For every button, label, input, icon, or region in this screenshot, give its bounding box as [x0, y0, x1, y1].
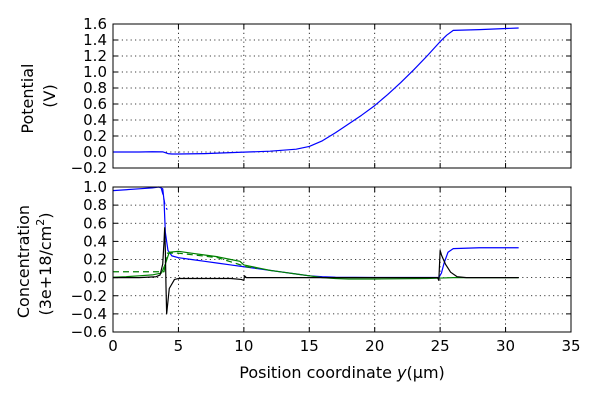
concentration-xlabel: Position coordinate y(μm) — [239, 363, 445, 382]
concentration-ytick-label: 0.0 — [83, 269, 107, 287]
potential-ytick-labels: −0.20.00.20.40.60.81.01.21.41.6 — [71, 15, 107, 177]
potential-ylabel-line1: Potential — [18, 64, 37, 134]
concentration-ylabel-line1: Concentration — [14, 205, 33, 318]
concentration-series-line-4 — [113, 252, 258, 273]
potential-ytick-label: −0.2 — [71, 159, 107, 177]
concentration-xtick-label: 25 — [431, 337, 450, 355]
xlabel-part-1: Position coordinate — [239, 363, 397, 382]
potential-ytick-label: 1.2 — [83, 47, 107, 65]
potential-ytick-label: 1.6 — [83, 15, 107, 33]
concentration-ytick-label: 0.2 — [83, 251, 107, 269]
potential-ytick-label: 0.6 — [83, 95, 107, 113]
concentration-xtick-label: 10 — [234, 337, 253, 355]
concentration-series-line-3 — [112, 250, 519, 280]
potential-ytick-label: 1.0 — [83, 63, 107, 81]
concentration-ylabel-close: ) — [36, 212, 55, 218]
concentration-grid — [113, 187, 571, 332]
concentration-xtick-label: 30 — [496, 337, 515, 355]
concentration-ytick-label: 1.0 — [83, 178, 107, 196]
potential-panel: −0.20.00.20.40.60.81.01.21.41.6 Potentia… — [18, 15, 572, 177]
potential-series — [113, 27, 519, 155]
concentration-ylabel: Concentration (3e+18/cm2) — [14, 200, 55, 318]
concentration-series-line-5 — [113, 227, 519, 315]
potential-ticks — [112, 23, 572, 169]
concentration-ytick-label: 0.6 — [83, 214, 107, 232]
concentration-ytick-label: −0.2 — [71, 287, 107, 305]
concentration-series-line-1 — [112, 186, 519, 279]
concentration-ylabel-superscript: 2 — [34, 219, 47, 226]
potential-ytick-label: 0.4 — [83, 111, 107, 129]
potential-ytick-label: 0.0 — [83, 143, 107, 161]
concentration-ytick-label: 0.8 — [83, 196, 107, 214]
concentration-panel: −0.6−0.4−0.20.00.20.40.60.81.0 0 5 10 15 20 2… — [14, 178, 581, 382]
potential-ytick-label: 0.2 — [83, 127, 107, 145]
concentration-ylabel-line2: (3e+18/cm — [36, 226, 55, 316]
concentration-xtick-label: 35 — [561, 337, 580, 355]
concentration-series — [112, 186, 519, 315]
potential-ylabel-line2: (V) — [40, 84, 59, 107]
concentration-ytick-label: 0.4 — [83, 232, 107, 250]
concentration-xtick-label: 5 — [174, 337, 184, 355]
xlabel-part-3: (μm) — [407, 363, 445, 382]
potential-ylabel: Potential (V) — [18, 58, 59, 133]
potential-ytick-label: 0.8 — [83, 79, 107, 97]
concentration-axes-frame — [112, 186, 572, 333]
concentration-series-line-2 — [160, 188, 168, 211]
concentration-ytick-label: −0.6 — [71, 323, 107, 341]
xlabel-part-2: y — [396, 363, 407, 382]
potential-ytick-label: 1.4 — [83, 31, 107, 49]
concentration-ytick-label: −0.4 — [71, 305, 107, 323]
potential-series-line-1 — [113, 27, 519, 155]
potential-axes-frame — [112, 23, 572, 169]
potential-grid — [113, 24, 571, 168]
concentration-xtick-labels: 0 5 10 15 20 25 30 35 — [108, 337, 580, 355]
concentration-xtick-label: 20 — [365, 337, 384, 355]
concentration-xtick-label: 15 — [300, 337, 319, 355]
concentration-ytick-labels: −0.6−0.4−0.20.00.20.40.60.81.0 — [71, 178, 107, 341]
concentration-xtick-label: 0 — [108, 337, 118, 355]
